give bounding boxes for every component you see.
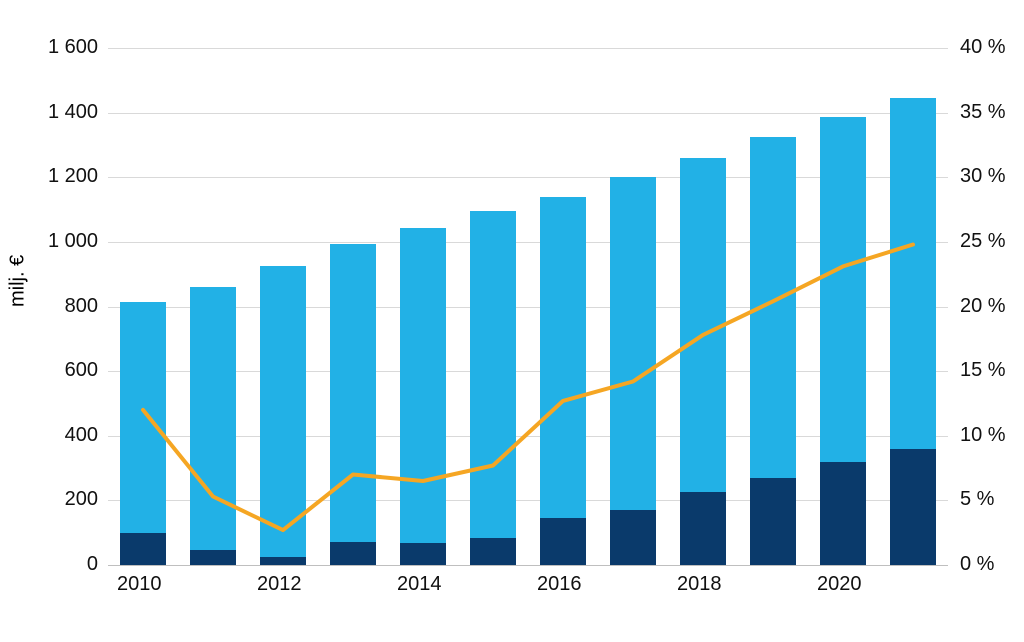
bar-upper-segment (190, 287, 236, 550)
bar-group (750, 137, 796, 565)
bar-lower-segment (680, 492, 726, 565)
bar-lower-segment (260, 557, 306, 565)
bar-upper-segment (540, 197, 586, 519)
bar-group (190, 287, 236, 565)
bar-group (540, 197, 586, 565)
y-right-tick-label: 30 % (960, 165, 1006, 188)
bar-upper-segment (750, 137, 796, 478)
bar-upper-segment (680, 158, 726, 492)
bar-upper-segment (820, 117, 866, 461)
bar-group (330, 244, 376, 566)
y-left-tick-label: 1 200 (48, 165, 98, 188)
y-right-tick-label: 0 % (960, 553, 994, 576)
x-tick-label: 2010 (117, 573, 162, 596)
bar-upper-segment (260, 266, 306, 557)
x-axis-line (108, 565, 948, 566)
bar-upper-segment (330, 244, 376, 543)
bar-upper-segment (400, 228, 446, 543)
bar-upper-segment (610, 177, 656, 510)
bar-lower-segment (120, 533, 166, 565)
y-left-tick-label: 600 (65, 359, 98, 382)
x-tick-label: 2018 (677, 573, 722, 596)
bar-upper-segment (470, 211, 516, 537)
bar-lower-segment (330, 542, 376, 565)
bar-group (680, 158, 726, 565)
bar-lower-segment (610, 510, 656, 565)
bar-lower-segment (400, 543, 446, 565)
bar-group (400, 228, 446, 565)
y-right-tick-label: 40 % (960, 36, 1006, 59)
y-left-tick-label: 400 (65, 424, 98, 447)
bar-group (610, 177, 656, 565)
bar-lower-segment (190, 550, 236, 565)
plot-area (108, 48, 948, 565)
bar-lower-segment (470, 538, 516, 565)
bar-group (820, 117, 866, 565)
bar-lower-segment (540, 518, 586, 565)
y-right-tick-label: 20 % (960, 295, 1006, 318)
y-left-tick-label: 800 (65, 295, 98, 318)
gridline (108, 113, 948, 114)
y-right-tick-label: 25 % (960, 230, 1006, 253)
bar-group (260, 266, 306, 565)
y-left-axis-title: milj. € (7, 254, 30, 306)
y-right-tick-label: 10 % (960, 424, 1006, 447)
y-left-tick-label: 0 (87, 553, 98, 576)
y-right-tick-label: 35 % (960, 101, 1006, 124)
y-left-tick-label: 1 000 (48, 230, 98, 253)
x-tick-label: 2014 (397, 573, 442, 596)
chart: 0 200 400 600 800 1 000 1 200 1 400 1 600 0 % 5 % 1… (0, 0, 1024, 642)
x-tick-label: 2020 (817, 573, 862, 596)
y-right-tick-label: 5 % (960, 488, 994, 511)
y-left-tick-label: 1 400 (48, 101, 98, 124)
bar-upper-segment (890, 98, 936, 449)
gridline (108, 48, 948, 49)
y-left-tick-label: 1 600 (48, 36, 98, 59)
bar-group (890, 98, 936, 565)
bar-group (120, 302, 166, 565)
bar-lower-segment (820, 462, 866, 565)
bar-upper-segment (120, 302, 166, 533)
bar-lower-segment (890, 449, 936, 565)
x-tick-label: 2012 (257, 573, 302, 596)
bar-group (470, 211, 516, 565)
bar-lower-segment (750, 478, 796, 565)
y-right-tick-label: 15 % (960, 359, 1006, 382)
y-left-tick-label: 200 (65, 488, 98, 511)
x-tick-label: 2016 (537, 573, 582, 596)
